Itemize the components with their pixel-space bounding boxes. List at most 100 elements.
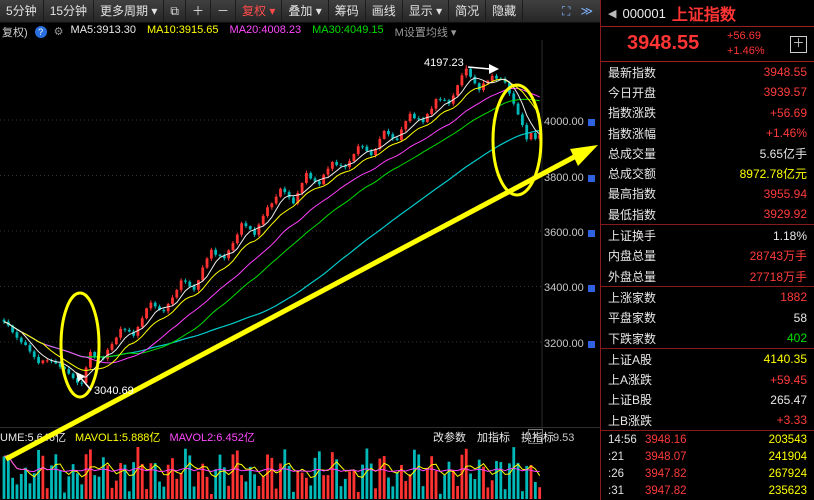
axis-marker-icon — [587, 229, 595, 237]
quote-row: 上B涨跌 +3.33 — [601, 410, 814, 432]
tick-row: :26 3947.82 267924 — [601, 465, 814, 482]
low-price-label: 3040.69 — [94, 385, 134, 397]
toolbar-right-icons: ⛶ ≫ — [557, 0, 598, 22]
last-price: 3948.55 — [627, 32, 700, 54]
quote-row: 上证A股 4140.35 — [601, 349, 814, 369]
tick-time: 14:56 — [608, 433, 637, 446]
quote-row-value: 265.47 — [770, 392, 807, 407]
adjust-mode-label: 复权) — [2, 27, 28, 39]
toolbar-button[interactable]: 隐藏 — [486, 0, 524, 22]
indicator-bar: 复权) ? ⚙ MA5:3913.30 MA10:3915.65 MA20:4008… — [2, 24, 457, 40]
toolbar-button[interactable]: 复权 ▾ — [236, 0, 283, 22]
y-axis-label: 3600.00 — [544, 227, 584, 239]
quote-row-label: 指数涨跌 — [608, 106, 657, 121]
quote-row-label: 下跌家数 — [608, 331, 657, 346]
quote-row-value: 4140.35 — [763, 352, 807, 367]
quote-row-value: 3955.94 — [763, 186, 807, 201]
tick-time: :31 — [608, 484, 624, 497]
price-change-pct: +1.46% — [727, 45, 765, 57]
quote-row-label: 上证A股 — [608, 352, 653, 367]
y-axis-label: 3800.00 — [544, 172, 584, 184]
ma-label: MA10:3915.65 — [146, 24, 219, 36]
quote-rows: 最新指数 3948.55 今日开盘 3939.57 指数涨跌 +56.69 指数… — [601, 62, 814, 432]
gear-icon[interactable]: ⚙ — [53, 26, 64, 38]
axis-marker-icon — [587, 284, 595, 292]
quote-row: 最高指数 3955.94 — [601, 184, 814, 204]
quote-row-label: 上证B股 — [608, 393, 653, 408]
toolbar-button[interactable]: 叠加 ▾ — [282, 0, 329, 22]
quote-row-label: 上A涨跌 — [608, 373, 653, 388]
volume-chart[interactable] — [0, 444, 600, 500]
quote-row: 内盘总量 28743万手 — [601, 246, 814, 266]
close-icon[interactable]: ✕ — [528, 429, 543, 444]
tick-volume: 241904 — [768, 450, 807, 463]
tick-price: 3948.07 — [645, 450, 687, 463]
toolbar-icon[interactable]: ⛶ — [562, 4, 571, 18]
quote-row-label: 内盘总量 — [608, 249, 657, 264]
quote-row: 上涨家数 1882 — [601, 287, 814, 307]
ma-legend: MA5:3913.30 MA10:3915.65 MA20:4008.23 MA30:… — [71, 24, 457, 40]
indicator-action-button[interactable]: 加指标 — [477, 432, 510, 444]
add-to-watchlist-button[interactable]: ＋ — [790, 36, 807, 53]
quote-row: 下跌家数 402 — [601, 328, 814, 350]
quote-row-value: 402 — [786, 331, 807, 345]
quote-row: 指数涨跌 +56.69 — [601, 103, 814, 123]
stock-code: 000001 — [622, 5, 666, 21]
quote-row-value: 3948.55 — [763, 65, 807, 80]
y-axis-label: 3400.00 — [544, 282, 584, 294]
quote-row: 总成交额 8972.78亿元 — [601, 163, 814, 183]
candlestick-chart[interactable] — [0, 40, 600, 430]
volume-label: MAVOL2:6.452亿 — [169, 432, 255, 444]
tick-row: 14:56 3948.16 203543 — [601, 431, 814, 448]
help-icon[interactable]: ? — [34, 26, 47, 38]
quote-row-label: 最高指数 — [608, 187, 657, 202]
toolbar-icon[interactable]: ≫ — [580, 4, 593, 18]
toolbar-button[interactable]: 筹码 — [329, 0, 366, 22]
toolbar-button[interactable]: 简况 — [449, 0, 487, 22]
volume-legend: UME:5.646亿 MAVOL1:5.888亿 MAVOL2:6.452亿 — [0, 429, 255, 445]
price-change-block: +56.69 +1.46% — [727, 29, 765, 59]
quote-row-value: 1882 — [780, 290, 807, 305]
quote-row-label: 最低指数 — [608, 207, 657, 222]
quote-row-value: 1.18% — [772, 228, 807, 243]
toolbar-button[interactable]: ＋ — [186, 0, 211, 22]
quote-row-label: 总成交量 — [608, 146, 657, 161]
tick-price: 3948.16 — [645, 433, 687, 446]
toolbar-button[interactable]: 显示 ▾ — [403, 0, 450, 22]
toolbar-button[interactable]: ⧉ — [164, 0, 186, 22]
stock-name: 上证指数 — [671, 7, 736, 24]
quote-row-label: 今日开盘 — [608, 85, 657, 100]
quote-row-label: 外盘总量 — [608, 269, 657, 284]
tick-row: :21 3948.07 241904 — [601, 448, 814, 465]
tick-price: 3947.82 — [645, 484, 687, 497]
quote-row-value: 8972.78亿元 — [739, 167, 807, 182]
quote-row-label: 平盘家数 — [608, 311, 657, 326]
tick-time: :21 — [608, 450, 624, 463]
quote-row-label: 上证换手 — [608, 229, 657, 244]
axis-marker-icon — [587, 340, 595, 348]
toolbar-button[interactable]: 15分钟 — [44, 0, 95, 22]
toolbar-button[interactable]: 画线 — [366, 0, 403, 22]
quote-row-value: 58 — [793, 310, 807, 325]
quote-row-value: +56.69 — [769, 105, 807, 120]
chart-toolbar: 5分钟 15分钟 更多周期 ▾ ⧉ ＋－复权 ▾ 叠加 ▾ 筹码 画线 显示 ▾ 简况 隐藏 — [0, 0, 600, 23]
quote-row-label: 指数涨幅 — [608, 126, 657, 141]
indicator-action-button[interactable]: 改参数 — [433, 432, 466, 444]
tick-volume: 203543 — [768, 433, 807, 446]
quote-row: 总成交量 5.65亿手 — [601, 143, 814, 163]
quote-row-label: 最新指数 — [608, 65, 657, 80]
quote-header: ◀ 000001 上证指数 — [601, 0, 814, 27]
tick-row: :31 3947.82 235623 — [601, 482, 814, 499]
quote-row: 今日开盘 3939.57 — [601, 82, 814, 102]
quote-row: 外盘总量 27718万手 — [601, 266, 814, 288]
axis-marker-icon — [587, 118, 595, 126]
volume-header: UME:5.646亿 MAVOL1:5.888亿 MAVOL2:6.452亿 改参数… — [0, 427, 600, 444]
toolbar-button[interactable]: 5分钟 — [0, 0, 44, 22]
toolbar-button[interactable]: － — [211, 0, 237, 22]
ma-label: MA30:4049.15 — [312, 24, 384, 36]
chart-section: 5分钟 15分钟 更多周期 ▾ ⧉ ＋－复权 ▾ 叠加 ▾ 筹码 画线 显示 ▾ 简况 隐藏 ⛶ ≫ … — [0, 0, 600, 500]
quote-row: 最低指数 3929.92 — [601, 204, 814, 226]
peak-price-label: 4197.23 — [424, 57, 464, 69]
back-icon[interactable]: ◀ — [608, 7, 617, 20]
toolbar-button[interactable]: 更多周期 ▾ — [94, 0, 165, 22]
